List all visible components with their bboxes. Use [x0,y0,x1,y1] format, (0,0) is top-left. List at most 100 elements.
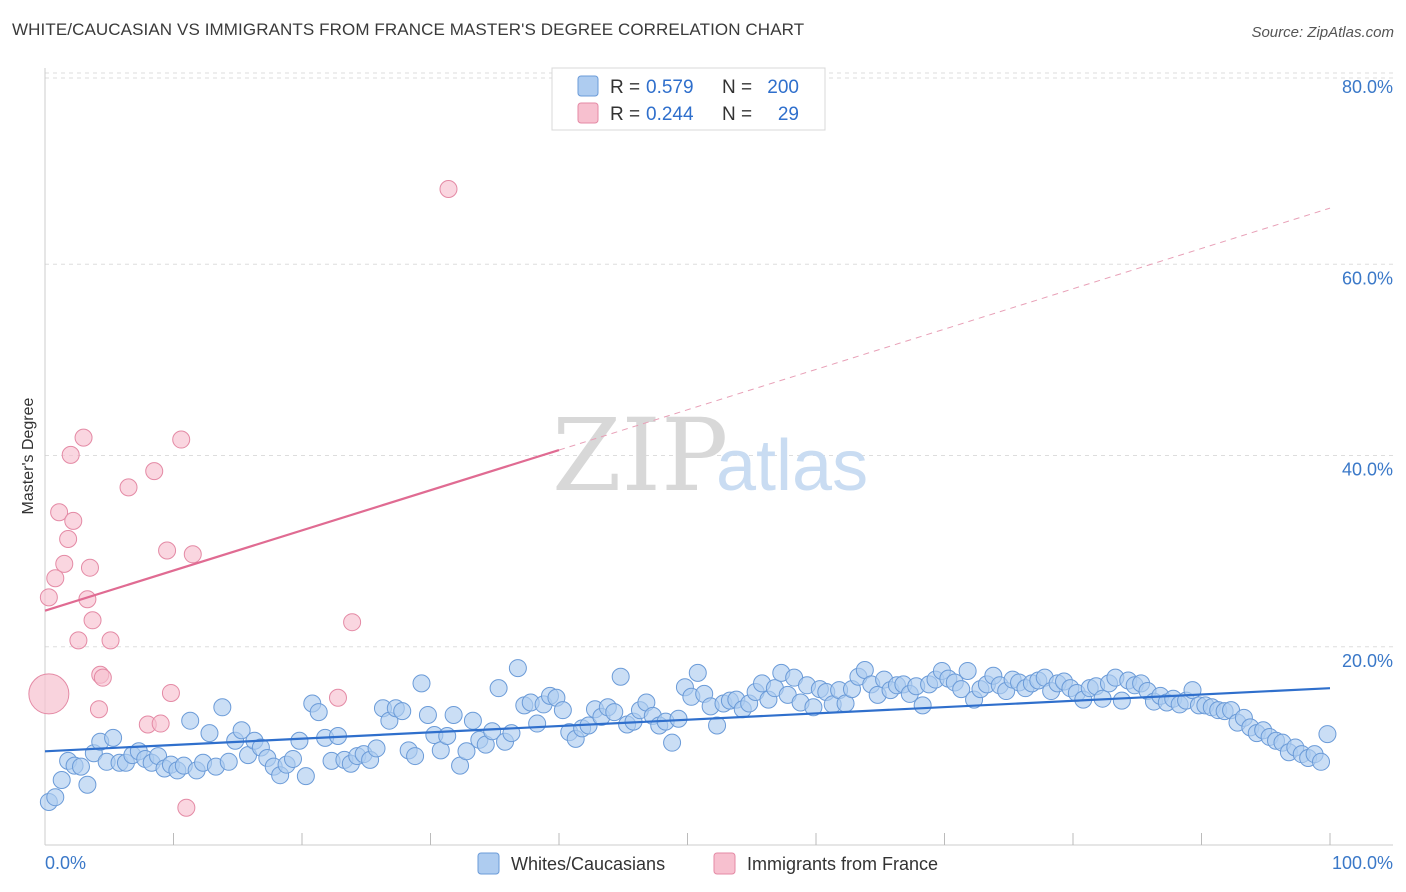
point-whites-62 [438,726,457,745]
point-whites-10 [104,728,123,747]
point-whites-76 [528,714,547,733]
x-tick-label-end: 100.0% [1332,853,1393,873]
point-whites-59 [418,705,437,724]
point-whites-63 [444,705,463,724]
point-france-25 [328,688,347,707]
series-whites-points [39,659,1337,811]
legend-top-n-value-france: 29 [778,104,799,125]
point-france-5 [61,445,80,464]
y-axis-label: Master's Degree [20,397,37,514]
point-whites-66 [463,711,482,730]
watermark-atlas: atlas [716,426,868,506]
point-whites-199 [1318,725,1337,744]
point-whites-2 [52,770,71,789]
legend-top-n-value-whites: 200 [767,77,799,98]
point-whites-6 [78,775,97,794]
point-whites-57 [406,747,425,766]
point-france-23 [183,545,202,564]
point-france-24 [177,798,196,817]
chart-title: WHITE/CAUCASIAN VS IMMIGRANTS FROM FRANC… [12,20,805,39]
y-tick-labels: 20.0% 40.0% 60.0% 80.0% [1342,77,1393,671]
point-whites-39 [290,731,309,750]
x-tick-label-start: 0.0% [45,853,86,873]
trend-line-france [44,449,560,612]
point-whites-136 [913,696,932,715]
y-tick-label-60: 60.0% [1342,268,1393,288]
point-france-16 [119,478,138,497]
point-france-6 [64,511,83,530]
point-france-27 [439,180,458,199]
point-france-0 [39,588,58,607]
point-france-3 [55,554,74,573]
series-france-points [28,180,458,817]
point-france-2 [50,503,69,522]
point-whites-65 [457,742,476,761]
point-whites-73 [508,659,527,678]
point-whites-142 [952,680,971,699]
point-whites-40 [296,767,315,786]
point-whites-55 [393,702,412,721]
point-france-11 [83,611,102,630]
point-france-4 [59,530,78,548]
point-whites-51 [367,739,386,758]
point-whites-1 [46,788,65,807]
legend-bottom-label-whites: Whites/Caucasians [511,854,665,874]
point-whites-69 [483,722,502,741]
legend-top-n-label-whites: N = [722,77,752,98]
point-france-28 [28,673,70,715]
point-france-1 [46,569,65,588]
point-france-14 [93,668,112,687]
x-tick-labels: 0.0% 100.0% [45,853,1393,873]
y-tick-label-20: 20.0% [1342,651,1393,671]
point-france-15 [101,631,120,650]
legend-bottom: Whites/Caucasians Immigrants from France [477,852,938,875]
point-whites-38 [284,749,303,768]
legend-bottom-swatch-whites [477,852,500,875]
y-tick-label-80: 80.0% [1342,77,1393,97]
point-whites-143 [958,661,977,680]
y-tick-label-40: 40.0% [1342,460,1393,480]
point-france-10 [80,558,99,577]
point-whites-167 [1112,691,1131,710]
watermark-zip: ZIP [552,397,728,514]
legend-top-swatch-france [577,102,599,124]
point-france-7 [69,631,88,650]
point-france-20 [158,541,177,560]
legend-top-r-value-whites: 0.579 [646,77,694,98]
point-whites-89 [611,667,630,686]
legend-top-r-label-france: R = [610,104,640,125]
legend-bottom-swatch-france [713,852,736,875]
legend-bottom-label-france: Immigrants from France [747,854,938,874]
chart-source: Source: ZipAtlas.com [1251,24,1394,41]
legend-top-r-value-france: 0.244 [646,104,694,125]
point-whites-104 [708,716,727,735]
point-whites-119 [804,698,823,717]
legend-top-r-label-whites: R = [610,77,640,98]
point-france-26 [343,613,362,632]
point-france-19 [151,714,170,733]
point-whites-101 [688,663,707,682]
point-france-22 [172,430,191,449]
point-whites-98 [669,709,688,728]
axes [44,68,1393,846]
grid [45,72,1393,648]
point-whites-80 [553,701,572,720]
point-france-21 [161,683,180,702]
point-france-12 [89,700,108,719]
legend-top-swatch-whites [577,75,599,97]
legend-top: R = 0.579 N = 200 R = 0.244 N = 29 [551,67,826,131]
point-whites-97 [663,733,682,752]
point-whites-30 [232,721,251,740]
point-whites-27 [213,698,232,717]
point-whites-198 [1312,752,1331,771]
point-whites-42 [309,703,328,722]
point-whites-22 [181,711,200,730]
trend-line-whites [44,687,1331,753]
x-ticks [173,833,1331,845]
point-whites-5 [71,757,90,776]
point-whites-58 [412,674,431,693]
watermark: ZIP atlas [552,397,868,514]
trend-line-france-extension [558,207,1331,451]
trend-lines [44,207,1331,753]
